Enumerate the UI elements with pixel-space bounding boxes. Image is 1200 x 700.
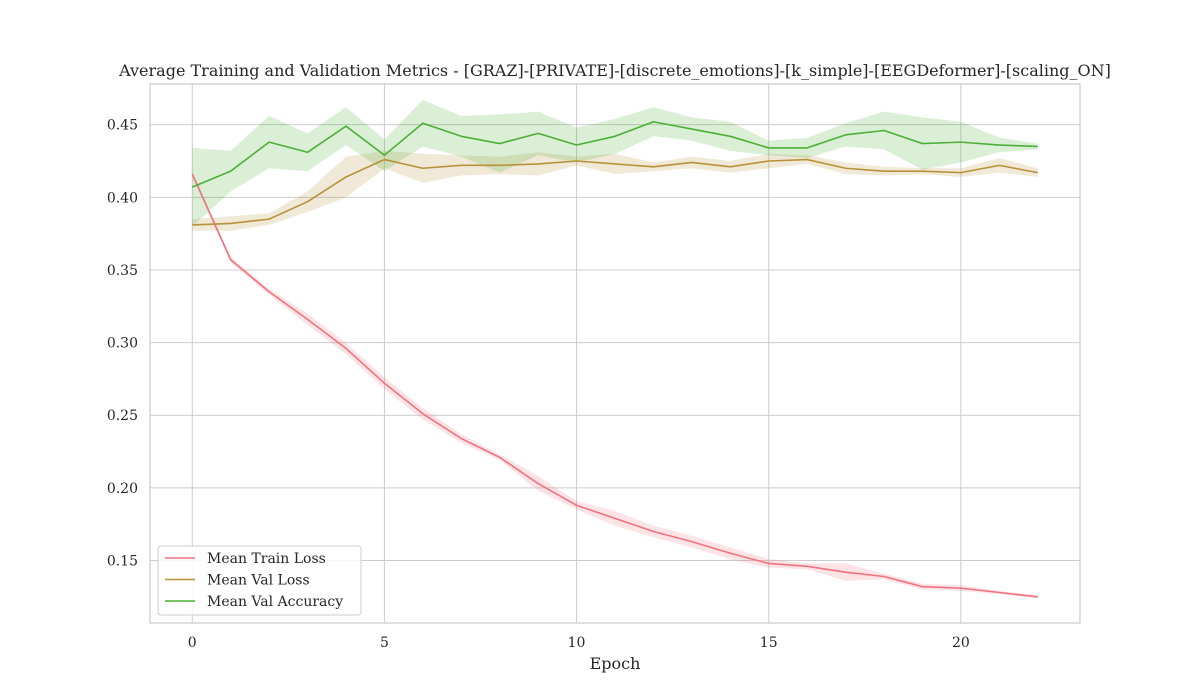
x-axis-title: Epoch xyxy=(590,654,641,673)
legend-label: Mean Val Loss xyxy=(207,573,310,589)
y-tick-label: 0.45 xyxy=(107,118,138,134)
confidence-bands xyxy=(192,99,1038,599)
x-tick-label: 15 xyxy=(760,635,778,651)
mean-train-loss-band xyxy=(192,171,1038,599)
mean-train-loss-line xyxy=(191,173,1038,598)
x-tick-label: 5 xyxy=(380,635,389,651)
legend-box xyxy=(157,545,362,616)
y-tick-labels: 0.15 0.20 0.25 0.30 0.35 0.40 0.45 xyxy=(107,118,138,570)
x-tick-labels: 0 5 10 15 20 xyxy=(188,635,970,651)
legend: Mean Train Loss Mean Val Loss Mean Val Acc… xyxy=(157,545,362,616)
mean-val-loss-line xyxy=(192,158,1038,226)
y-tick-label: 0.20 xyxy=(107,481,138,497)
chart-title: Average Training and Validation Metrics … xyxy=(118,61,1111,80)
legend-label: Mean Val Accuracy xyxy=(207,594,343,610)
mean-val-accuracy-line xyxy=(191,120,1038,188)
y-tick-label: 0.30 xyxy=(107,336,138,352)
y-tick-label: 0.25 xyxy=(107,408,138,424)
x-tick-label: 20 xyxy=(952,635,970,651)
mean-val-accuracy-band xyxy=(192,99,1038,227)
y-tick-label: 0.15 xyxy=(107,554,138,570)
legend-label: Mean Train Loss xyxy=(207,551,326,567)
y-tick-label: 0.35 xyxy=(107,263,138,279)
grid xyxy=(150,84,1080,623)
x-tick-label: 0 xyxy=(188,635,197,651)
plot-frame xyxy=(149,83,1081,624)
mean-val-loss-band xyxy=(192,150,1038,231)
series-lines xyxy=(191,120,1038,598)
y-tick-label: 0.40 xyxy=(107,190,138,206)
x-tick-label: 10 xyxy=(568,635,586,651)
